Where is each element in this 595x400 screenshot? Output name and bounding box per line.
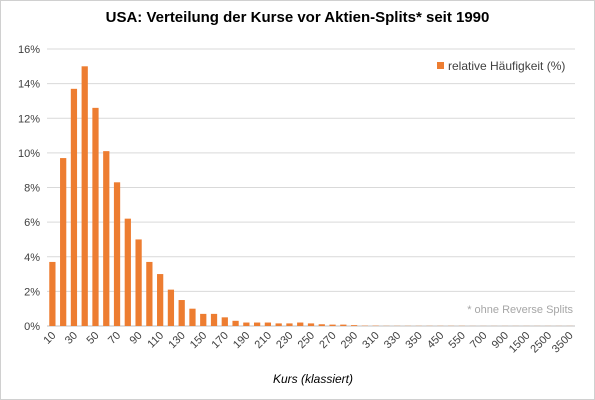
x-axis-ticks: 10 30 50 70 90 110 130 150 170 190 210 230 250 270 290…	[41, 330, 575, 356]
chart-title: USA: Verteilung der Kurse vor Aktien-Spl…	[105, 9, 490, 26]
bar-120	[167, 289, 175, 326]
x-tick-label: 230	[274, 330, 295, 351]
bar-200	[254, 322, 261, 326]
bar-series	[49, 66, 573, 326]
bar-160	[210, 313, 218, 326]
bar-270	[329, 324, 336, 326]
bar-190	[243, 322, 250, 326]
x-tick-label: 70	[106, 330, 123, 347]
bar-180	[232, 320, 239, 326]
x-tick-label: 30	[63, 330, 80, 347]
x-tick-label: 270	[317, 330, 338, 351]
bar-20	[60, 158, 67, 326]
bar-140	[189, 308, 196, 326]
y-tick-label: 10%	[18, 148, 40, 160]
bar-280	[340, 324, 347, 326]
legend: relative Häufigkeit (%)	[437, 59, 565, 73]
x-tick-label: 250	[296, 330, 317, 351]
bar-90	[135, 239, 142, 326]
x-tick-label: 290	[339, 330, 360, 351]
bar-250	[307, 323, 315, 326]
x-axis-title: Kurs (klassiert)	[273, 372, 353, 386]
bar-110	[157, 274, 164, 326]
y-tick-label: 0%	[24, 321, 40, 333]
bar-10	[49, 261, 56, 326]
bar-50	[92, 107, 99, 326]
x-tick-label: 90	[128, 330, 145, 347]
x-tick-label: 130	[166, 330, 187, 351]
legend-label: relative Häufigkeit (%)	[448, 59, 565, 73]
y-tick-label: 4%	[24, 252, 40, 264]
footnote: * ohne Reverse Splits	[467, 304, 573, 316]
bar-130	[178, 300, 185, 326]
x-tick-label: 190	[231, 330, 252, 351]
bar-70	[113, 182, 121, 326]
x-tick-label: 700	[468, 330, 489, 351]
x-tick-label: 1500	[507, 330, 533, 356]
y-tick-label: 14%	[18, 79, 40, 91]
x-tick-label: 170	[209, 330, 230, 351]
x-tick-label: 3500	[550, 330, 576, 356]
x-tick-label: 350	[403, 330, 424, 351]
bar-220	[275, 323, 282, 326]
bar-170	[221, 317, 228, 326]
x-tick-label: 50	[84, 330, 101, 347]
y-tick-label: 6%	[24, 217, 40, 229]
y-tick-label: 12%	[18, 113, 40, 125]
bar-40	[81, 66, 88, 326]
y-tick-label: 8%	[24, 183, 40, 195]
bar-150	[200, 313, 207, 326]
x-tick-label: 110	[145, 330, 166, 351]
y-tick-label: 2%	[24, 286, 40, 298]
y-tick-label: 16%	[18, 44, 40, 56]
bar-100	[146, 261, 153, 326]
bar-230	[286, 323, 293, 326]
x-tick-label: 10	[41, 330, 58, 347]
bar-260	[318, 324, 325, 326]
x-tick-label: 210	[253, 330, 274, 351]
x-tick-label: 150	[188, 330, 209, 351]
bar-290	[350, 325, 358, 326]
bar-60	[103, 151, 110, 326]
bar-80	[124, 218, 131, 326]
x-tick-label: 2500	[528, 330, 554, 356]
bar-30	[70, 88, 78, 326]
bar-210	[264, 322, 272, 326]
x-tick-label: 450	[425, 330, 446, 351]
x-tick-label: 330	[382, 330, 403, 351]
x-tick-label: 550	[447, 330, 468, 351]
bar-240	[297, 322, 304, 326]
legend-swatch	[437, 62, 444, 69]
x-tick-label: 310	[360, 330, 381, 351]
y-axis-ticks: 0% 2% 4% 6% 8% 10% 12% 14% 16%	[18, 44, 40, 333]
